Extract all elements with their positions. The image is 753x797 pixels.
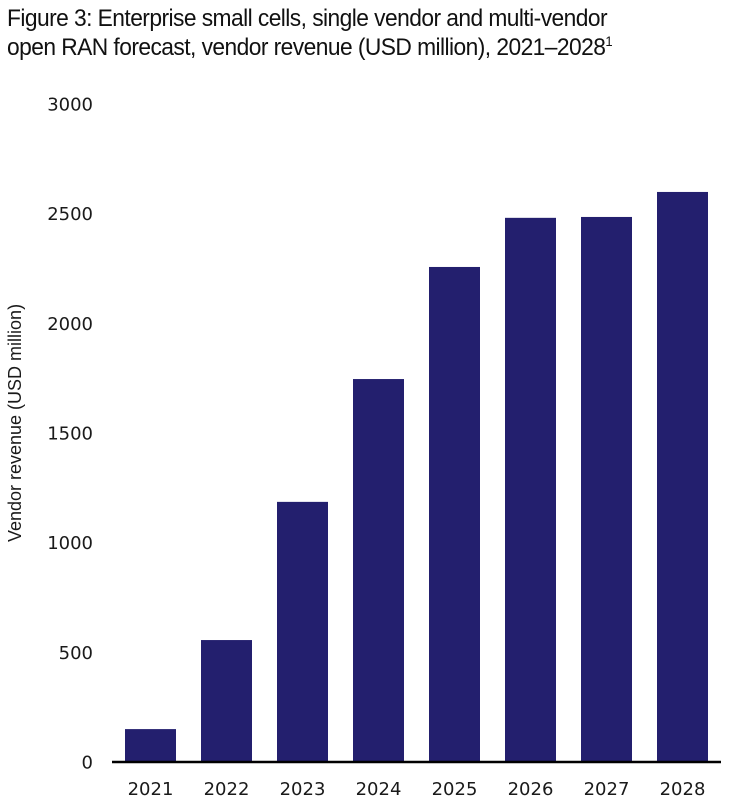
y-axis-ticks: 0 500 1000 1500 2000 2500 3000 [47,95,93,774]
x-axis-labels: 2021 2022 2023 2024 2025 2026 2027 2028 [128,779,706,797]
x-tick-label: 2022 [204,779,250,797]
bar-2024 [353,379,404,762]
bar-2023 [277,501,328,762]
y-tick-label: 1000 [47,533,93,554]
y-tick-label: 2500 [47,204,93,225]
x-tick-label: 2028 [660,779,706,797]
x-tick-label: 2025 [432,779,478,797]
y-axis-title: Vendor revenue (USD million) [5,304,25,542]
bar-2026 [505,217,556,763]
bar-2027 [581,216,632,762]
chart-title: Figure 3: Enterprise small cells, single… [7,4,700,62]
bars [125,191,708,763]
y-tick-label: 2000 [47,314,93,335]
y-tick-label: 0 [82,753,93,774]
x-tick-label: 2021 [128,779,174,797]
bar-2021 [125,729,176,762]
bar-2022 [201,640,252,762]
x-tick-label: 2024 [356,779,402,797]
x-tick-label: 2023 [280,779,326,797]
x-tick-label: 2026 [508,779,554,797]
y-tick-label: 500 [59,643,93,664]
y-tick-label: 1500 [47,424,93,445]
y-tick-label: 3000 [47,95,93,116]
x-tick-label: 2027 [584,779,630,797]
chart-title-line-1: Figure 3: Enterprise small cells, single… [7,5,608,32]
title-footnote-marker: 1 [605,32,613,49]
chart-title-line-2: open RAN forecast, vendor revenue (USD m… [7,34,606,61]
bar-2028 [657,191,708,763]
bar-2025 [429,266,480,762]
